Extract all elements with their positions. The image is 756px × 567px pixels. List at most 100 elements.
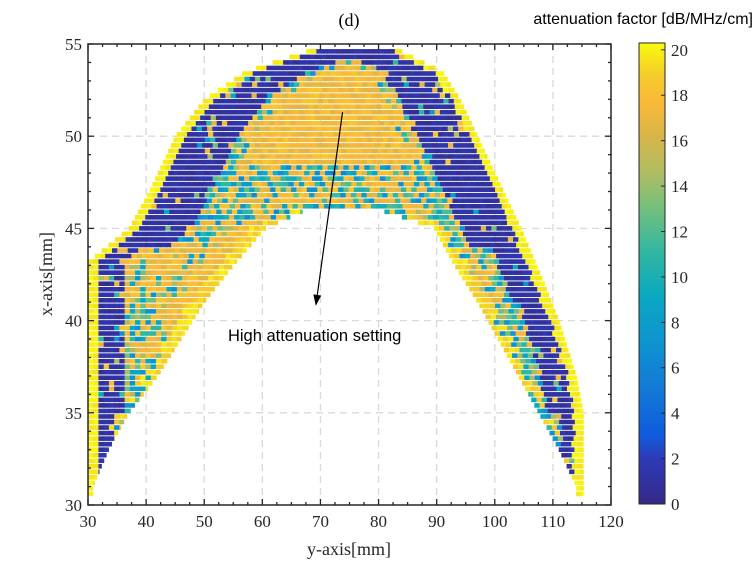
data-point-segment [196,187,203,192]
data-point-segment [394,198,401,204]
data-point-segment [502,325,508,331]
data-point-segment [197,309,200,314]
data-point-segment [325,54,332,60]
data-point-segment [528,325,535,331]
data-point-segment [291,132,298,137]
data-point-segment [103,452,107,458]
data-point-segment [319,170,326,176]
data-point-segment [297,65,304,71]
data-point-segment [285,143,292,148]
data-point-segment [540,275,543,281]
data-point-segment [221,248,228,253]
data-point-segment [350,104,356,109]
data-point-segment [533,281,540,287]
data-point-segment [296,98,303,104]
data-point-segment [291,87,297,93]
data-point-segment [312,154,318,159]
data-point-segment [211,120,218,126]
data-point-segment [185,120,192,126]
data-point-segment [293,109,300,115]
data-point-segment [186,242,193,248]
data-point-segment [495,242,502,248]
data-point-segment [180,198,187,204]
data-point-segment [501,314,507,320]
data-point-segment [145,353,152,358]
data-point-segment [88,375,94,381]
data-point-segment [93,275,100,281]
data-point-segment [183,253,190,259]
data-point-segment [549,364,556,369]
data-point-segment [296,132,303,137]
data-point-segment [542,303,548,309]
data-point-segment [296,143,303,148]
data-point-segment [519,347,526,353]
data-point-segment [411,76,418,82]
data-point-segment [390,87,397,93]
data-point-segment [533,298,540,303]
data-point-segment [129,298,136,303]
data-point-segment [512,353,518,358]
data-point-segment [145,380,152,386]
data-point-segment [393,148,399,154]
data-point-segment [514,292,521,298]
data-point-segment [150,331,157,336]
data-point-segment [347,49,354,54]
data-point-segment [173,192,179,198]
data-point-segment [259,165,266,170]
data-point-segment [108,309,115,314]
data-point-segment [197,298,204,303]
data-point-segment [145,336,152,342]
data-point-segment [417,215,424,220]
data-point-segment [260,98,267,104]
data-point-segment [207,126,213,132]
data-point-segment [471,237,478,242]
data-point-segment [463,187,470,192]
data-point-segment [550,375,557,381]
data-point-segment [145,292,152,298]
data-point-segment [197,270,204,275]
data-point-segment [272,109,279,115]
data-point-segment [198,237,205,242]
data-point-segment [98,458,105,464]
data-point-segment [273,71,280,76]
data-point-segment [140,375,147,381]
data-point-segment [462,120,469,126]
data-point-segment [510,303,517,309]
data-point-segment [491,220,498,226]
data-point-segment [335,60,342,65]
data-point-segment [398,60,404,65]
data-point-segment [359,132,366,137]
data-point-segment [140,364,147,369]
data-point-segment [98,314,105,320]
data-point-segment [322,76,329,82]
data-point-segment [504,275,510,281]
data-point-segment [129,303,136,309]
data-point-segment [182,259,188,264]
data-point-segment [236,231,243,237]
data-point-segment [176,264,183,270]
data-point-segment [335,192,342,198]
data-point-segment [427,98,434,104]
data-point-segment [500,286,507,292]
data-point-segment [574,447,581,452]
data-point-segment [564,392,571,397]
data-point-segment [406,132,413,137]
data-point-segment [560,403,567,408]
data-point-segment [195,120,202,126]
data-point-segment [553,314,558,320]
data-point-segment [215,181,222,187]
data-point-segment [155,176,161,181]
data-point-segment [93,469,100,475]
data-point-segment [550,347,557,353]
data-point-segment [289,120,296,126]
data-point-segment [279,209,285,215]
data-point-segment [280,165,287,170]
data-point-segment [164,248,171,253]
data-point-segment [213,286,215,292]
data-point-segment [468,231,475,237]
data-point-segment [403,93,409,98]
data-point-segment [170,154,177,159]
data-point-segment [581,403,583,408]
data-point-segment [470,264,477,270]
data-point-segment [119,375,126,381]
